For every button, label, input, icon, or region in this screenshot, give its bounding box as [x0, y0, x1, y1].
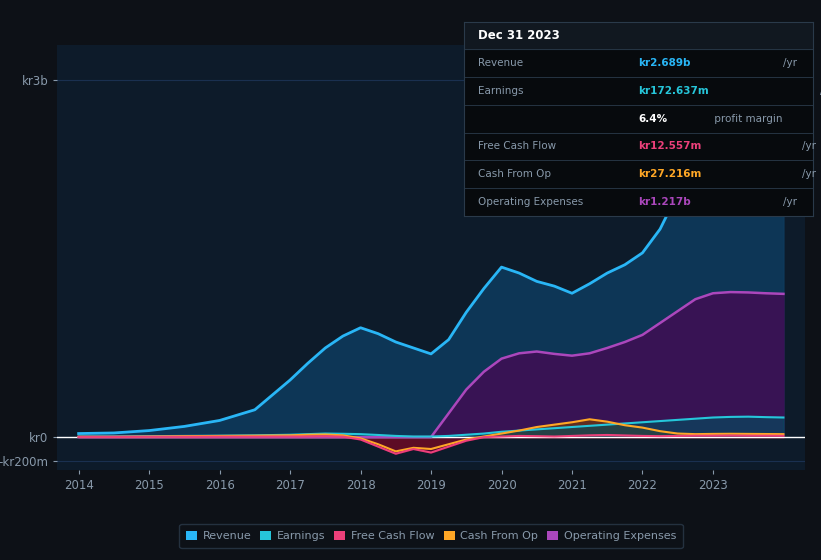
Text: kr1.217b: kr1.217b: [639, 197, 691, 207]
Text: Cash From Op: Cash From Op: [478, 169, 551, 179]
Text: Dec 31 2023: Dec 31 2023: [478, 30, 560, 43]
Text: Free Cash Flow: Free Cash Flow: [478, 141, 556, 151]
Text: 6.4%: 6.4%: [639, 114, 667, 124]
Text: /yr: /yr: [783, 197, 797, 207]
Text: Operating Expenses: Operating Expenses: [478, 197, 583, 207]
Text: Earnings: Earnings: [478, 86, 523, 96]
Text: /yr: /yr: [801, 141, 815, 151]
Bar: [464, 22, 813, 49]
Text: /yr: /yr: [783, 58, 797, 68]
Legend: Revenue, Earnings, Free Cash Flow, Cash From Op, Operating Expenses: Revenue, Earnings, Free Cash Flow, Cash …: [179, 524, 683, 548]
Text: kr12.557m: kr12.557m: [639, 141, 702, 151]
Text: kr2.689b: kr2.689b: [639, 58, 690, 68]
Text: Revenue: Revenue: [478, 58, 523, 68]
Text: kr172.637m: kr172.637m: [639, 86, 709, 96]
Text: profit margin: profit margin: [711, 114, 782, 124]
Text: kr27.216m: kr27.216m: [639, 169, 702, 179]
Text: /yr: /yr: [801, 169, 815, 179]
Text: /yr: /yr: [819, 86, 821, 96]
